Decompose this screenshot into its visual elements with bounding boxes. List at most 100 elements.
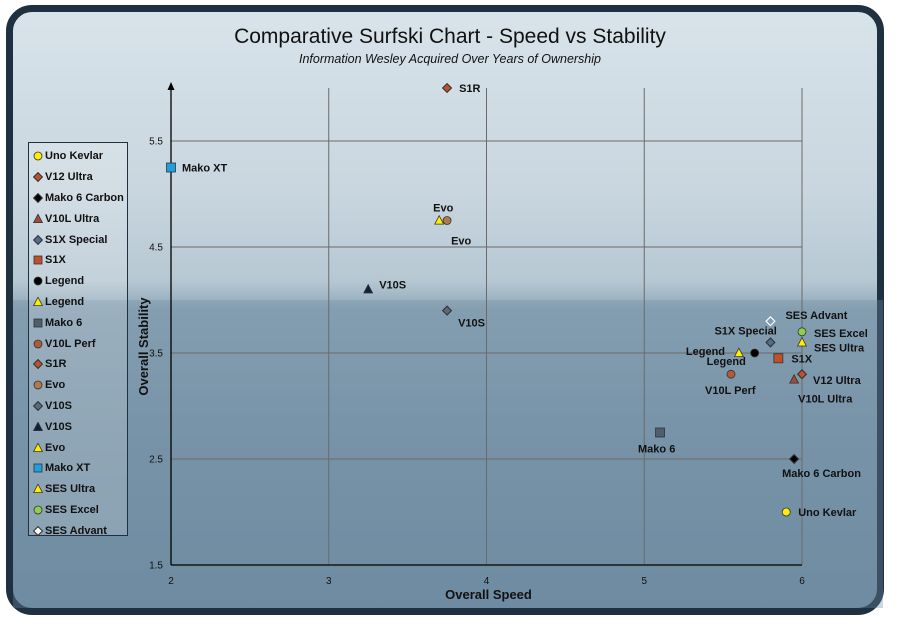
chart-subtitle: Information Wesley Acquired Over Years o… bbox=[299, 52, 601, 66]
point-marker bbox=[442, 216, 452, 225]
legend-marker-icon bbox=[33, 421, 43, 431]
legend-marker-icon bbox=[33, 172, 43, 183]
legend-item: SES Advant bbox=[33, 520, 127, 541]
data-point: Evo bbox=[433, 203, 454, 225]
legend-item: SES Ultra bbox=[33, 479, 127, 500]
legend-marker bbox=[33, 234, 43, 245]
point-marker bbox=[797, 327, 807, 337]
legend-item: Mako 6 Carbon bbox=[33, 188, 127, 209]
legend-marker-icon bbox=[33, 213, 43, 223]
y-tick-label: 4.5 bbox=[149, 243, 163, 254]
legend-marker-icon bbox=[33, 318, 43, 328]
legend-label: SES Ultra bbox=[45, 483, 96, 496]
legend-item: V12 Ultra bbox=[33, 167, 127, 188]
data-point: SES Excel bbox=[797, 327, 868, 340]
chart-titles: Comparative Surfski Chart - Speed vs Sta… bbox=[0, 24, 900, 66]
point-marker bbox=[441, 82, 453, 94]
point-label: S1R bbox=[459, 83, 480, 95]
legend-label: Legend bbox=[45, 295, 85, 308]
legend-marker bbox=[33, 318, 43, 328]
chart-title: Comparative Surfski Chart - Speed vs Sta… bbox=[234, 25, 666, 48]
data-point: V10S bbox=[441, 305, 485, 330]
y-tick-label: 3.5 bbox=[149, 349, 163, 360]
point-marker bbox=[765, 337, 776, 348]
legend-marker-icon bbox=[33, 359, 43, 370]
legend-label: Evo bbox=[45, 379, 66, 392]
point-marker bbox=[726, 369, 736, 379]
point-label: SES Advant bbox=[785, 310, 847, 322]
data-point: Mako 6 Carbon bbox=[782, 453, 861, 480]
legend-marker bbox=[33, 463, 43, 473]
legend-label: SES Advant bbox=[45, 524, 107, 537]
legend-label: Legend bbox=[45, 275, 85, 288]
point-label: V10S bbox=[379, 279, 406, 291]
point-marker bbox=[781, 507, 791, 517]
legend-label: V10S bbox=[45, 420, 72, 433]
legend-label: S1X bbox=[45, 254, 66, 267]
legend-label: V10L Ultra bbox=[45, 212, 100, 225]
x-tick-label: 3 bbox=[326, 576, 332, 587]
legend-item: S1X bbox=[33, 250, 127, 271]
point-label: V10S bbox=[458, 318, 485, 330]
point-label: Legend bbox=[686, 346, 725, 358]
data-point: Legend bbox=[686, 346, 744, 358]
legend-label: Mako 6 Carbon bbox=[45, 191, 124, 204]
point-label: V10L Ultra bbox=[798, 394, 853, 406]
legend-label: S1X Special bbox=[45, 233, 108, 246]
legend-marker-icon bbox=[33, 296, 43, 306]
legend-marker-icon bbox=[33, 442, 43, 452]
legend-marker bbox=[33, 505, 43, 515]
legend-item: SES Excel bbox=[33, 500, 127, 521]
legend-marker bbox=[33, 296, 43, 306]
legend-marker bbox=[33, 359, 43, 370]
legend-marker-icon bbox=[33, 400, 43, 411]
data-point: Mako XT bbox=[166, 162, 228, 175]
point-label: Mako 6 Carbon bbox=[782, 468, 861, 480]
point-marker bbox=[733, 347, 744, 358]
point-label: Legend bbox=[707, 356, 746, 368]
legend-label: V12 Ultra bbox=[45, 171, 93, 184]
legend-label: V10L Perf bbox=[45, 337, 96, 350]
data-point: V12 Ultra bbox=[796, 369, 862, 387]
legend-item: Mako XT bbox=[33, 458, 127, 479]
legend-item: Legend bbox=[33, 292, 127, 313]
point-marker bbox=[788, 453, 800, 465]
legend-marker bbox=[33, 484, 43, 494]
point-label: Evo bbox=[433, 203, 453, 215]
point-marker bbox=[796, 369, 808, 380]
point-marker bbox=[166, 162, 176, 173]
point-marker bbox=[796, 336, 808, 347]
point-marker bbox=[765, 316, 776, 327]
point-label: Mako 6 bbox=[638, 444, 675, 456]
legend-marker bbox=[33, 525, 43, 536]
legend-marker-icon bbox=[33, 255, 43, 265]
legend-item: Evo bbox=[33, 437, 127, 458]
legend-marker bbox=[33, 172, 43, 183]
data-point: Uno Kevlar bbox=[781, 507, 857, 519]
legend-label: SES Excel bbox=[45, 503, 99, 516]
point-label: V12 Ultra bbox=[813, 375, 862, 387]
legend-item: Uno Kevlar bbox=[33, 146, 127, 167]
legend-label: Mako XT bbox=[45, 462, 91, 475]
y-tick-label: 5.5 bbox=[149, 137, 163, 148]
legend-item: Mako 6 bbox=[33, 312, 127, 333]
point-label: SES Excel bbox=[814, 328, 868, 340]
legend-marker-icon bbox=[33, 192, 43, 203]
legend-item: Evo bbox=[33, 375, 127, 396]
point-label: Uno Kevlar bbox=[798, 507, 857, 519]
legend-marker bbox=[33, 276, 43, 286]
point-label: SES Ultra bbox=[814, 342, 865, 354]
legend-item: S1R bbox=[33, 354, 127, 375]
data-point: SES Advant bbox=[765, 310, 848, 327]
legend-marker-icon bbox=[33, 505, 43, 515]
point-marker bbox=[434, 214, 445, 225]
point-label: Mako XT bbox=[182, 163, 228, 175]
legend-marker bbox=[33, 192, 43, 203]
legend-marker bbox=[33, 421, 43, 431]
data-point: Legend bbox=[707, 348, 760, 368]
legend-marker-icon bbox=[33, 525, 43, 536]
legend-marker-icon bbox=[33, 234, 43, 245]
point-label: V10L Perf bbox=[705, 385, 756, 397]
legend-item: Legend bbox=[33, 271, 127, 292]
